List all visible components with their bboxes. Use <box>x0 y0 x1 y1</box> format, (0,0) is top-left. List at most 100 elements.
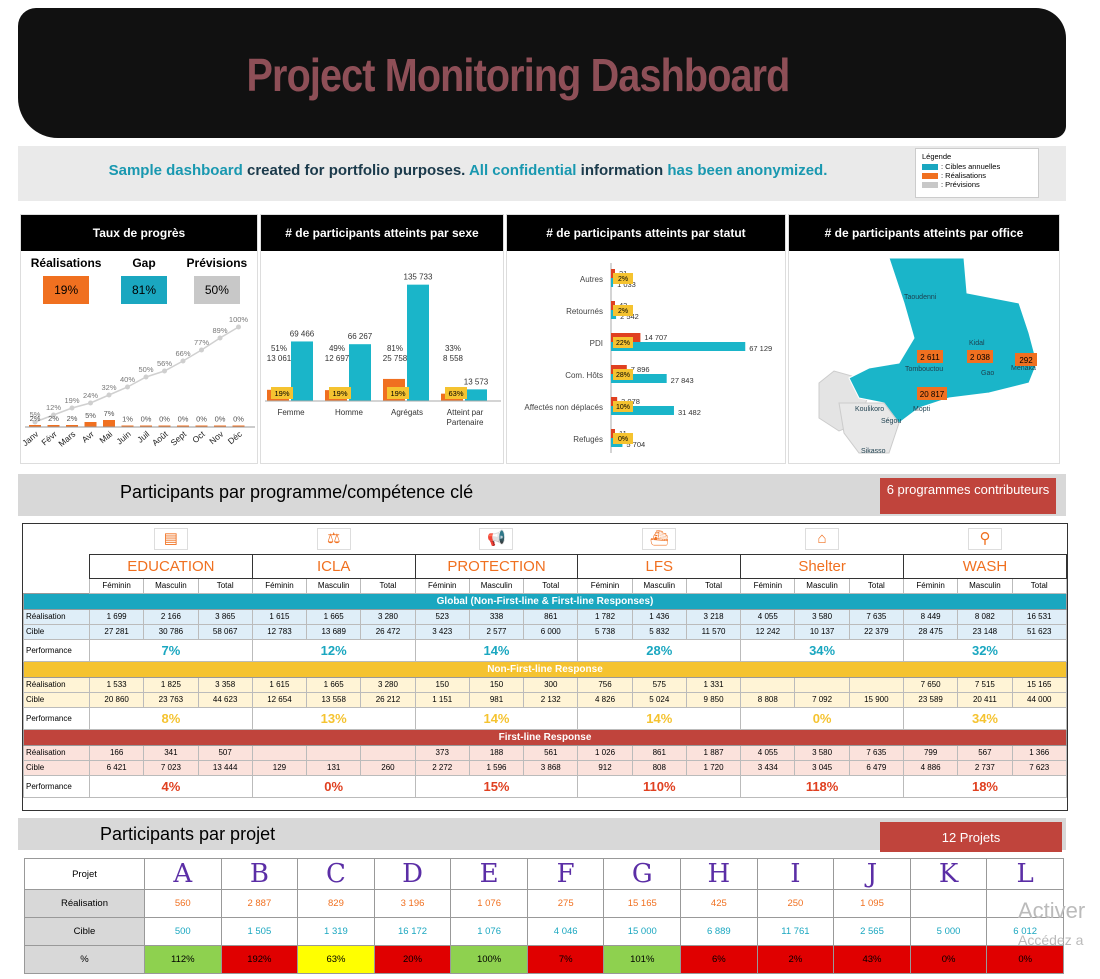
bar-realisations <box>84 422 97 427</box>
cell-real: 1 026 <box>577 744 633 761</box>
cell-real: 799 <box>902 744 959 761</box>
cell-real: 3 280 <box>360 608 416 625</box>
project-name: G <box>603 858 682 890</box>
cell-cible: 6 000 <box>523 623 579 640</box>
pct-top: 81% <box>387 344 403 353</box>
label-realisations: 5% <box>85 411 96 420</box>
value-realisations: 14 707 <box>644 333 667 342</box>
subhead: Masculin <box>306 577 362 594</box>
cell-performance: 13% <box>251 706 416 730</box>
row-label: % <box>24 945 145 974</box>
cell-realisation: 1 076 <box>450 889 528 918</box>
row-label: Cible <box>23 759 90 776</box>
project-name: D <box>373 858 452 890</box>
point-previsions <box>51 412 56 418</box>
bar-realisations <box>121 425 134 427</box>
project-name: I <box>756 858 835 890</box>
label-previsions: 50% <box>138 365 153 374</box>
cell-performance: 8% <box>89 706 253 730</box>
tick-category: Agrégats <box>391 408 423 417</box>
cell-performance: 0% <box>740 706 904 730</box>
subhead: Total <box>848 577 904 594</box>
value-realisations: 13 061 <box>267 354 292 363</box>
bar-realisations <box>29 425 41 427</box>
map-mali <box>848 257 1038 424</box>
cell-real: 561 <box>523 744 579 761</box>
program-icon-cell: ▤ <box>90 524 253 554</box>
cell-cible: 1 151 <box>414 691 470 708</box>
cell-pct: 63% <box>297 945 375 974</box>
cell-real <box>251 744 308 761</box>
status-panel: # de participants atteints par statut Au… <box>506 214 786 464</box>
point-previsions <box>217 335 223 341</box>
region-label: Ségou <box>881 418 901 425</box>
cell-cible: 10 137 <box>794 623 850 640</box>
tick-category: Femme <box>277 408 305 417</box>
legend-item: : Cibles annuelles <box>922 162 1032 171</box>
row-label: Performance <box>23 638 90 662</box>
cell-cible: 5 000 <box>909 917 988 946</box>
svg-text:292: 292 <box>1019 356 1033 365</box>
value-cibles: 69 466 <box>290 329 315 338</box>
subhead: Féminin <box>88 577 145 594</box>
cell-cible: 5 832 <box>631 623 687 640</box>
point-previsions <box>162 368 167 374</box>
label-realisations: 7% <box>104 409 115 418</box>
cell-real: 861 <box>523 608 579 625</box>
bar-realisations <box>158 425 171 427</box>
cell-real: 1 665 <box>306 676 362 693</box>
program-name: LFS <box>577 553 742 579</box>
section-title: Participants par projet <box>100 824 276 844</box>
point-previsions <box>69 405 75 411</box>
cell-cible: 44 623 <box>197 691 253 708</box>
row-label: Cible <box>23 623 90 640</box>
project-name: H <box>680 858 758 890</box>
kpi-gap: Gap 81% <box>121 256 167 304</box>
point-previsions <box>236 324 241 330</box>
svg-text:2 611: 2 611 <box>920 353 940 362</box>
pct-badge-text: 19% <box>274 389 289 398</box>
cell-real: 1 699 <box>88 608 145 625</box>
office-value-tombouctou: 2 611 <box>917 350 943 363</box>
cell-real: 1 366 <box>1011 744 1068 761</box>
cell-cible: 2 577 <box>468 623 525 640</box>
cell-performance: 12% <box>251 638 416 662</box>
value-cibles: 31 482 <box>678 408 701 417</box>
project-name: L <box>986 858 1064 890</box>
row-label: Performance <box>23 706 90 730</box>
tick-category: Atteint par <box>447 408 484 417</box>
tick-category: PDI <box>590 339 603 348</box>
megaphone-icon: 📢 <box>479 527 514 550</box>
cell-cible: 23 763 <box>143 691 199 708</box>
kpi-realisations: Réalisations 19% <box>31 256 101 304</box>
cell-cible: 20 860 <box>88 691 145 708</box>
label-previsions: 77% <box>194 338 209 347</box>
cell-cible: 11 761 <box>756 917 835 946</box>
label-realisations: 2% <box>48 414 59 423</box>
program-icon-cell: ⚲ <box>903 524 1066 554</box>
cell-real: 3 865 <box>197 608 253 625</box>
cell-performance: 15% <box>414 774 579 798</box>
label-realisations: 1% <box>122 415 133 424</box>
tick-month: Nov <box>207 428 226 446</box>
cell-real: 300 <box>523 676 579 693</box>
tick-category: Retournés <box>566 307 603 316</box>
cell-performance: 14% <box>414 706 579 730</box>
cell-cible: 4 886 <box>902 759 959 776</box>
cell-pct: 100% <box>450 945 528 974</box>
pct-badge-text: 0% <box>618 436 628 443</box>
cell-real: 523 <box>414 608 470 625</box>
svg-text:2 038: 2 038 <box>970 353 991 362</box>
cell-pct: 192% <box>220 945 299 974</box>
cell-cible: 1 596 <box>468 759 525 776</box>
row-label: Projet <box>24 858 145 890</box>
project-name: C <box>297 858 375 890</box>
project-name: B <box>220 858 299 890</box>
value-cibles: 67 129 <box>749 344 772 353</box>
label-previsions: 24% <box>83 391 98 400</box>
region-label: Gao <box>981 370 994 377</box>
pct-badge-text: 28% <box>616 372 630 379</box>
cell-cible: 1 076 <box>450 917 528 946</box>
cell-cible: 26 212 <box>360 691 416 708</box>
value-realisations: 7 896 <box>631 365 650 374</box>
